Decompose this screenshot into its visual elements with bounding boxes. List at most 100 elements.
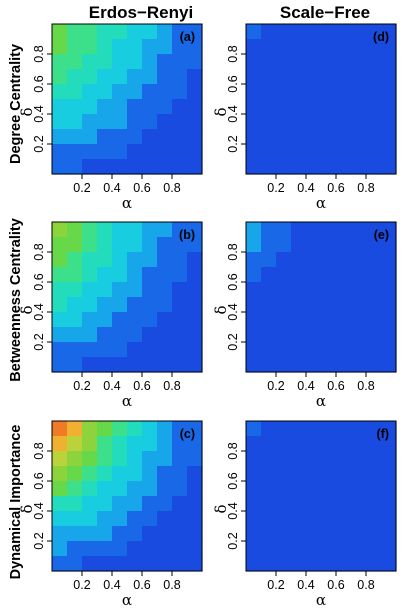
- heatmap-cell: [246, 267, 262, 283]
- heatmap-cell: [366, 129, 382, 145]
- heatmap-cell: [112, 54, 128, 70]
- heatmap-cell: [366, 114, 382, 130]
- heatmap-cell: [366, 252, 382, 268]
- heatmap-cell: [52, 159, 68, 175]
- y-tick-label: 0.8: [226, 45, 240, 62]
- heatmap-cell: [112, 481, 128, 497]
- heatmap-cell: [187, 312, 203, 328]
- heatmap-cell: [142, 144, 158, 160]
- heatmap-cell: [381, 129, 397, 145]
- heatmap-cell: [351, 421, 367, 437]
- heatmap-cell: [246, 451, 262, 467]
- heatmap-cell: [112, 541, 128, 557]
- heatmap-cell: [127, 496, 143, 512]
- heatmap-cell: [381, 114, 397, 130]
- heatmap-cell: [52, 114, 68, 130]
- heatmap-cell: [321, 421, 337, 437]
- heatmap-cell: [261, 267, 277, 283]
- x-tick-label: 0.6: [133, 578, 150, 592]
- heatmap-cell: [246, 129, 262, 145]
- y-tick-label: 0.6: [226, 75, 240, 92]
- heatmap-cell: [291, 54, 307, 70]
- heatmap-cell: [82, 54, 98, 70]
- heatmap-cell: [172, 357, 188, 373]
- heatmap-cell: [157, 129, 173, 145]
- heatmap-cell: [291, 327, 307, 343]
- heatmap-cell: [351, 312, 367, 328]
- heatmap-cell: [172, 99, 188, 115]
- heatmap-cell: [351, 24, 367, 40]
- panel-tag-label: (f): [377, 427, 390, 441]
- heatmap-cell: [172, 39, 188, 55]
- heatmap-cell: [351, 222, 367, 238]
- heatmap-cell: [112, 129, 128, 145]
- heatmap-cell: [261, 282, 277, 298]
- heatmap-cell: [276, 237, 292, 253]
- x-tick-label: 0.4: [297, 379, 314, 393]
- panel-frame: [51, 23, 203, 175]
- heatmap-cell: [306, 481, 322, 497]
- heatmap-cell: [261, 39, 277, 55]
- heatmap-cell: [67, 496, 83, 512]
- heatmap-cell: [97, 252, 113, 268]
- heatmap-cell: [366, 282, 382, 298]
- heatmap-cell: [142, 466, 158, 482]
- heatmap-cell: [321, 282, 337, 298]
- heatmap-cell: [67, 267, 83, 283]
- heatmap-cell: [157, 421, 173, 437]
- heatmap-cell: [82, 252, 98, 268]
- heatmap-cell: [336, 496, 352, 512]
- heatmap-cell: [157, 312, 173, 328]
- y-tick-label: 0.4: [226, 303, 240, 320]
- heatmap-cell: [82, 466, 98, 482]
- heatmap-cell: [306, 436, 322, 452]
- heatmap-cell: [142, 84, 158, 100]
- heatmap-cell: [306, 357, 322, 373]
- heatmap-cell: [306, 222, 322, 238]
- heatmap-cell: [321, 222, 337, 238]
- x-tick-label: 0.8: [357, 181, 374, 195]
- heatmap-cell: [321, 39, 337, 55]
- heatmap-cell: [97, 222, 113, 238]
- heatmap-cell: [276, 312, 292, 328]
- titles: Erdos−Renyi Scale−Free Degree Centrality…: [8, 3, 370, 579]
- heatmap-cell: [187, 114, 203, 130]
- heatmap-cell: [381, 541, 397, 557]
- heatmap-cell: [142, 327, 158, 343]
- heatmap-cell: [127, 237, 143, 253]
- heatmap-cell: [321, 436, 337, 452]
- heatmap-cell: [306, 342, 322, 358]
- heatmap-cell: [351, 496, 367, 512]
- heatmap-cell: [336, 24, 352, 40]
- heatmap-cell: [52, 451, 68, 467]
- panel-frame: [51, 420, 203, 572]
- heatmap-cell: [127, 436, 143, 452]
- heatmap-cell: [336, 297, 352, 313]
- heatmap-cell: [127, 54, 143, 70]
- heatmap-cell: [336, 526, 352, 542]
- heatmap-cell: [82, 222, 98, 238]
- heatmap-cell: [187, 556, 203, 572]
- heatmap-cell: [246, 556, 262, 572]
- heatmap-cell: [82, 357, 98, 373]
- heatmap-cell: [157, 297, 173, 313]
- heatmap-cell: [321, 84, 337, 100]
- heatmap-cell: [172, 496, 188, 512]
- y-tick-label: 0.2: [32, 333, 46, 350]
- heatmap-cell: [381, 421, 397, 437]
- heatmap-cell: [366, 312, 382, 328]
- heatmap-cell: [127, 267, 143, 283]
- heatmap-cell: [291, 436, 307, 452]
- heatmap-cell: [52, 436, 68, 452]
- heatmap-cell: [82, 237, 98, 253]
- heatmap-cell: [246, 24, 262, 40]
- heatmap-cell: [142, 526, 158, 542]
- heatmap-cell: [67, 114, 83, 130]
- y-tick-label: 0.4: [32, 303, 46, 320]
- heatmap-cell: [112, 511, 128, 527]
- heatmap-cell: [157, 84, 173, 100]
- heatmap-cell: [246, 342, 262, 358]
- heatmap-cell: [321, 114, 337, 130]
- heatmap-cell: [187, 54, 203, 70]
- heatmap-cell: [142, 39, 158, 55]
